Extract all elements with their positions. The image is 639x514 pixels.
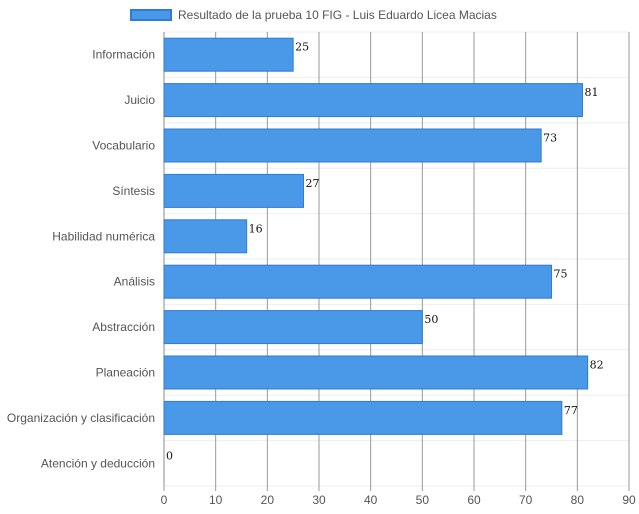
bar-6	[163, 310, 423, 345]
category-label: Habilidad numérica	[52, 229, 155, 243]
category-label: Organización y clasificación	[7, 411, 155, 425]
data-label: 77	[564, 404, 578, 417]
data-label: 75	[554, 268, 568, 281]
data-label: 73	[543, 132, 557, 145]
x-tick-label: 40	[364, 493, 378, 507]
legend-swatch	[130, 9, 172, 21]
x-tick-label: 90	[622, 493, 636, 507]
legend-label: Resultado de la prueba 10 FIG - Luis Edu…	[178, 8, 497, 22]
data-label: 25	[295, 41, 309, 54]
bar-8	[163, 400, 563, 435]
x-tick-label: 70	[519, 493, 533, 507]
x-tick-label: 50	[416, 493, 430, 507]
bar-5	[163, 264, 552, 299]
category-label: Análisis	[114, 275, 155, 289]
x-tick-label: 10	[209, 493, 223, 507]
bar-3	[163, 173, 304, 208]
data-label: 27	[306, 177, 320, 190]
data-label: 50	[424, 313, 438, 326]
category-label: Planeación	[96, 366, 155, 380]
data-label: 81	[585, 86, 599, 99]
bar-7	[163, 355, 589, 390]
data-label: 0	[166, 449, 173, 462]
bar-4	[163, 219, 248, 254]
chart-legend: Resultado de la prueba 10 FIG - Luis Edu…	[130, 6, 497, 24]
bar-2	[163, 128, 542, 163]
data-label: 82	[590, 359, 604, 372]
x-tick-label: 20	[261, 493, 275, 507]
x-tick-label: 60	[467, 493, 481, 507]
x-tick-label: 30	[312, 493, 326, 507]
x-tick-label: 0	[161, 493, 168, 507]
x-tick-label: 80	[571, 493, 585, 507]
data-label: 16	[249, 222, 263, 235]
category-label: Vocabulario	[92, 139, 155, 153]
category-label: Información	[92, 48, 155, 62]
category-label: Atención y deducción	[41, 456, 155, 470]
bar-0	[163, 37, 294, 72]
category-label: Síntesis	[112, 184, 155, 198]
bar-1	[163, 83, 583, 118]
category-label: Juicio	[124, 93, 155, 107]
category-label: Abstracción	[92, 320, 155, 334]
